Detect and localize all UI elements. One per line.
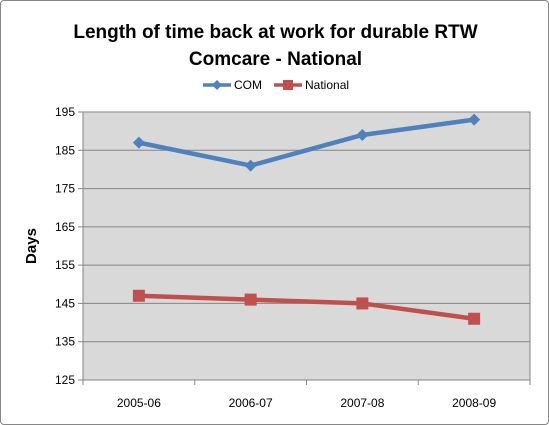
legend-label-com: COM: [234, 78, 262, 92]
data-point-national: [356, 297, 369, 310]
y-tick-label: 165: [55, 220, 75, 234]
data-point-national: [132, 289, 145, 302]
plot-area: [82, 111, 531, 381]
y-tick-label: 175: [55, 182, 75, 196]
y-tick-label: 135: [55, 335, 75, 349]
data-point-com: [356, 128, 369, 141]
data-point-com: [468, 113, 481, 126]
legend-marker-national: [283, 80, 293, 90]
y-axis-label: Days: [23, 228, 40, 264]
chart-title: Length of time back at work for durable …: [1, 19, 549, 73]
y-tick-label: 185: [55, 143, 75, 157]
series-line-national: [138, 293, 475, 321]
y-tick-label: 145: [55, 296, 75, 310]
chart-title-line1: Length of time back at work for durable …: [73, 22, 478, 43]
y-tick-label: 125: [55, 373, 75, 387]
y-tick-label: 155: [55, 258, 75, 272]
data-point-national: [468, 312, 481, 325]
legend-marker-com: [212, 80, 222, 90]
x-tick-label: 2007-08: [340, 396, 384, 410]
y-tick-label: 195: [55, 105, 75, 119]
x-tick-label: 2006-07: [229, 396, 273, 410]
data-point-national: [244, 293, 257, 306]
x-tick-label: 2005-06: [117, 396, 161, 410]
series-line-com: [138, 117, 475, 168]
legend-label-national: National: [305, 78, 349, 92]
data-point-com: [244, 159, 257, 172]
data-point-com: [132, 136, 145, 149]
x-tick-label: 2008-09: [452, 396, 496, 410]
chart-title-line2: Comcare - National: [188, 49, 363, 70]
